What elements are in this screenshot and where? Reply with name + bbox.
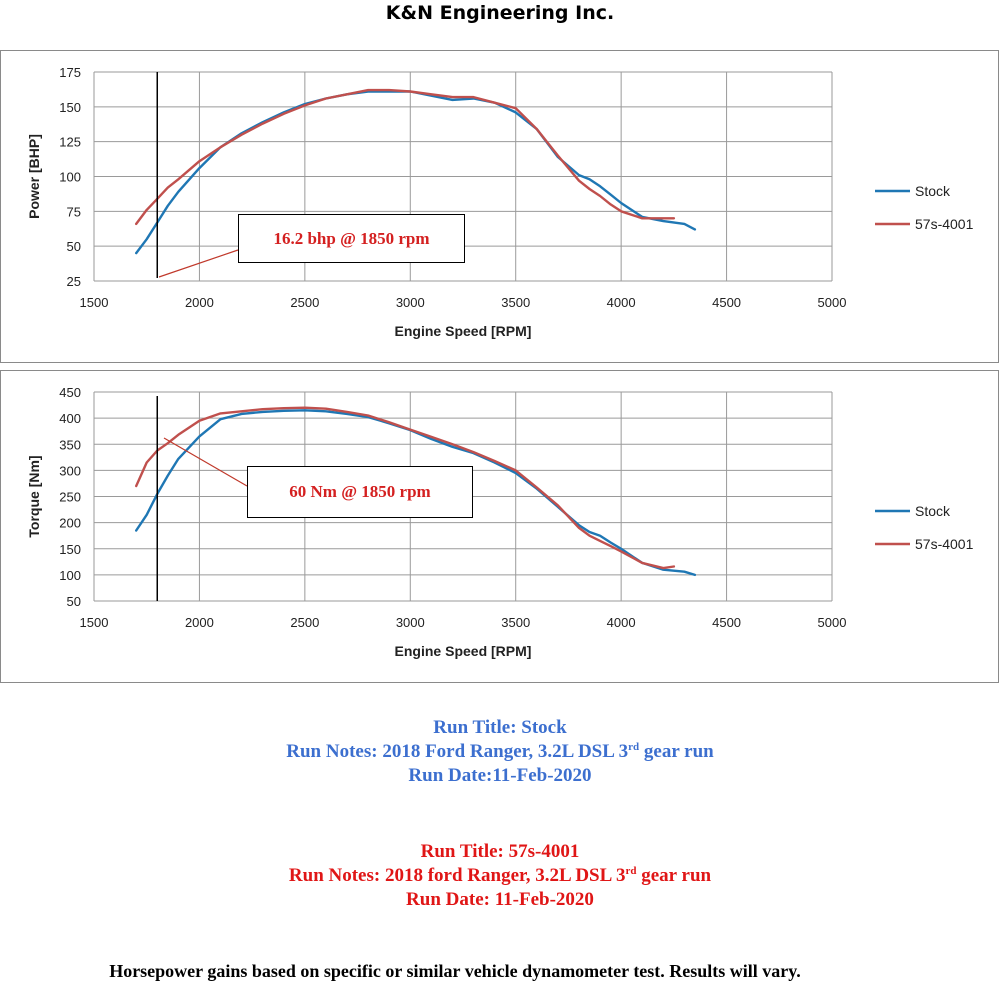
power-y-tick-label: 100 — [59, 170, 81, 185]
torque-y-tick-label: 400 — [59, 411, 81, 426]
power-legend-label-kn: 57s-4001 — [915, 216, 974, 232]
power-chart: 25 50 75 100 125 150 175 1500 2000 2500 3000 3500 40… — [26, 65, 974, 339]
torque-x-tick-label: 2500 — [290, 615, 319, 630]
power-y-tick-label: 175 — [59, 65, 81, 80]
stock-run-info: Run Title: Stock Run Notes: 2018 Ford Ra… — [0, 716, 1000, 788]
power-x-tick-label: 4000 — [607, 295, 636, 310]
kn-run-notes: Run Notes: 2018 ford Ranger, 3.2L DSL 3r… — [288, 865, 712, 886]
torque-x-tick-label: 3500 — [501, 615, 530, 630]
torque-legend-label-kn: 57s-4001 — [915, 536, 974, 552]
power-x-axis-label: Engine Speed [RPM] — [395, 323, 532, 339]
kn-run-info: Run Title: 57s-4001 Run Notes: 2018 ford… — [0, 840, 1000, 912]
stock-run-date: Run Date:11-Feb-2020 — [408, 765, 592, 786]
torque-legend-label-stock: Stock — [915, 503, 951, 519]
torque-annotation-pointer — [163, 437, 248, 487]
torque-y-tick-label: 50 — [67, 594, 81, 609]
torque-x-tick-label: 2000 — [185, 615, 214, 630]
power-x-tick-label: 2000 — [185, 295, 214, 310]
torque-y-axis-label: Torque [Nm] — [26, 455, 42, 537]
torque-y-tick-label: 250 — [59, 490, 81, 505]
power-x-tick-label: 2500 — [290, 295, 319, 310]
power-x-tick-label: 4500 — [712, 295, 741, 310]
power-y-tick-label: 125 — [59, 135, 81, 150]
torque-y-tick-label: 300 — [59, 463, 81, 478]
stock-run-title: Run Title: Stock — [433, 717, 567, 738]
torque-y-tick-label: 150 — [59, 542, 81, 557]
power-chart-panel: 25 50 75 100 125 150 175 1500 2000 2500 3000 3500 40… — [0, 50, 999, 363]
torque-chart: 50 100 150 200 250 300 350 400 450 1500 2000 2500 30… — [26, 385, 974, 659]
page-title: K&N Engineering Inc. — [385, 2, 615, 24]
power-x-tick-label: 3000 — [396, 295, 425, 310]
torque-gain-annotation: 60 Nm @ 1850 rpm — [247, 466, 473, 518]
power-series-line-kn — [134, 88, 676, 226]
disclaimer: Horsepower gains based on specific or si… — [109, 961, 801, 981]
torque-y-tick-label: 100 — [59, 568, 81, 583]
torque-x-tick-label: 5000 — [818, 615, 847, 630]
torque-x-axis-label: Engine Speed [RPM] — [395, 643, 532, 659]
power-y-tick-label: 150 — [59, 100, 81, 115]
torque-y-tick-label: 350 — [59, 437, 81, 452]
power-gain-annotation: 16.2 bhp @ 1850 rpm — [238, 214, 465, 263]
torque-x-tick-label: 1500 — [80, 615, 109, 630]
torque-y-tick-label: 450 — [59, 385, 81, 400]
torque-x-tick-label: 3000 — [396, 615, 425, 630]
power-x-tick-label: 5000 — [818, 295, 847, 310]
torque-x-tick-label: 4500 — [712, 615, 741, 630]
power-y-tick-label: 50 — [67, 239, 81, 254]
torque-chart-panel: 50 100 150 200 250 300 350 400 450 1500 2000 2500 30… — [0, 370, 999, 683]
torque-y-tick-label: 200 — [59, 516, 81, 531]
power-x-tick-label: 1500 — [80, 295, 109, 310]
power-y-tick-label: 25 — [67, 274, 81, 289]
torque-series-line-stock — [134, 409, 697, 577]
torque-x-tick-label: 4000 — [607, 615, 636, 630]
kn-run-title: Run Title: 57s-4001 — [420, 841, 580, 862]
kn-run-date: Run Date: 11-Feb-2020 — [406, 889, 594, 910]
stock-run-notes: Run Notes: 2018 Ford Ranger, 3.2L DSL 3r… — [286, 741, 714, 762]
power-x-tick-label: 3500 — [501, 295, 530, 310]
power-annotation-pointer — [158, 249, 239, 278]
power-y-axis-label: Power [BHP] — [26, 134, 42, 219]
power-y-tick-label: 75 — [67, 204, 81, 219]
torque-series-line-kn — [134, 406, 676, 570]
power-legend-label-stock: Stock — [915, 183, 951, 199]
